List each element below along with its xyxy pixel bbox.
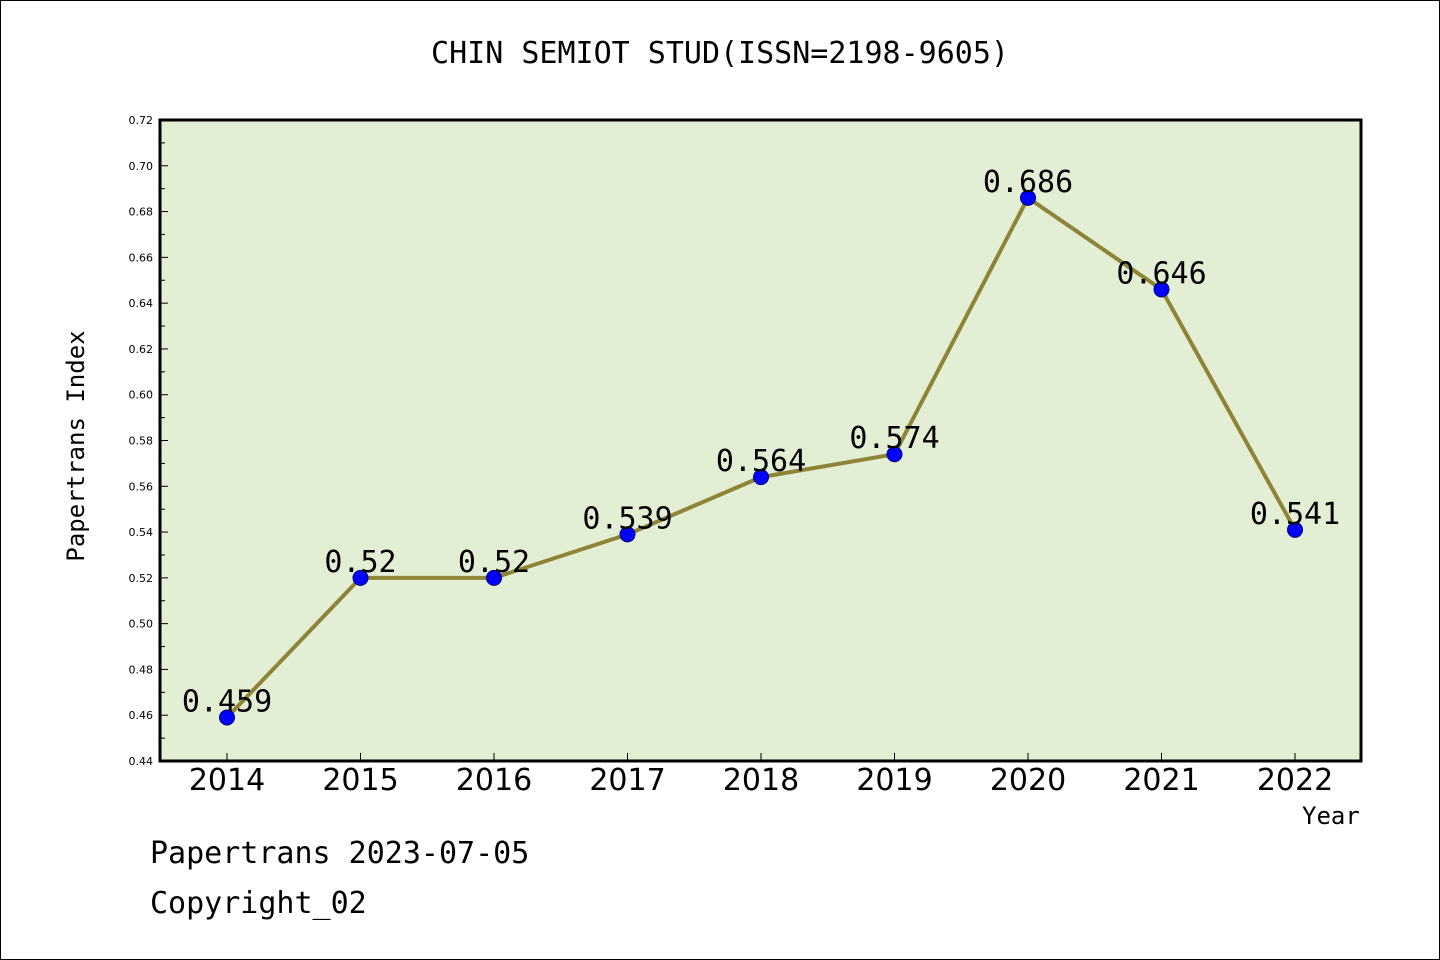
data-point <box>886 446 903 463</box>
y-tick-label: 0.72 <box>129 114 154 127</box>
x-tick-label: 2015 <box>322 763 398 798</box>
y-axis-label: Papertrans Index <box>62 330 90 562</box>
data-point <box>619 526 636 543</box>
series-markers <box>219 189 1303 726</box>
data-label: 0.459 <box>182 685 272 720</box>
x-tick-label: 2014 <box>189 763 265 798</box>
x-tick-label: 2018 <box>723 763 799 798</box>
y-tick-label: 0.44 <box>129 755 154 768</box>
y-tick-label: 0.46 <box>129 709 154 722</box>
data-labels: 0.459 0.52 0.52 0.539 0.564 0.574 0.686 0.646 0.… <box>182 165 1340 720</box>
data-label: 0.541 <box>1250 497 1340 532</box>
data-label: 0.574 <box>849 421 939 456</box>
plot-area <box>160 120 1361 761</box>
y-tick-label: 0.50 <box>129 618 154 631</box>
y-tick-label: 0.54 <box>129 526 154 539</box>
y-axis-ticks: 0.44 0.46 0.48 0.50 0.52 0.54 0.56 0.58 0.60 0.62… <box>129 114 168 768</box>
x-tick-label: 2021 <box>1123 763 1199 798</box>
data-point <box>1287 521 1303 538</box>
x-tick-label: 2020 <box>990 763 1066 798</box>
y-tick-label: 0.70 <box>129 160 154 173</box>
y-tick-label: 0.60 <box>129 389 154 402</box>
y-tick-label: 0.62 <box>129 343 154 356</box>
data-label: 0.646 <box>1116 256 1206 291</box>
plot-border <box>158 118 1363 763</box>
data-point <box>1153 281 1170 298</box>
y-tick-label: 0.68 <box>129 206 154 219</box>
data-label: 0.564 <box>716 444 806 479</box>
data-label: 0.686 <box>983 165 1073 200</box>
data-point <box>753 469 769 486</box>
x-tick-label: 2019 <box>856 763 932 798</box>
y-tick-label: 0.66 <box>129 251 154 264</box>
x-tick-label: 2016 <box>456 763 532 798</box>
y-tick-label: 0.52 <box>129 572 154 585</box>
y-tick-label: 0.48 <box>129 663 154 676</box>
y-tick-label: 0.56 <box>129 480 154 493</box>
data-label: 0.52 <box>324 545 396 580</box>
y-tick-label: 0.58 <box>129 435 154 448</box>
footer-date: Papertrans 2023-07-05 <box>150 836 530 871</box>
y-tick-label: 0.64 <box>129 297 154 310</box>
chart-title: CHIN SEMIOT STUD(ISSN=2198-9605) <box>431 36 1009 71</box>
x-axis-ticks: 2014 2015 2016 2017 2018 2019 2020 2021 2022 <box>189 753 1333 798</box>
x-tick-label: 2017 <box>589 763 665 798</box>
data-point <box>352 569 369 586</box>
x-axis-label: Year <box>1302 802 1360 830</box>
data-point <box>486 569 502 586</box>
footer-copyright: Copyright_02 <box>150 886 367 921</box>
data-label: 0.539 <box>582 501 672 536</box>
data-point <box>1020 189 1036 206</box>
x-tick-label: 2022 <box>1257 763 1333 798</box>
data-label: 0.52 <box>458 545 530 580</box>
data-point <box>219 709 235 726</box>
